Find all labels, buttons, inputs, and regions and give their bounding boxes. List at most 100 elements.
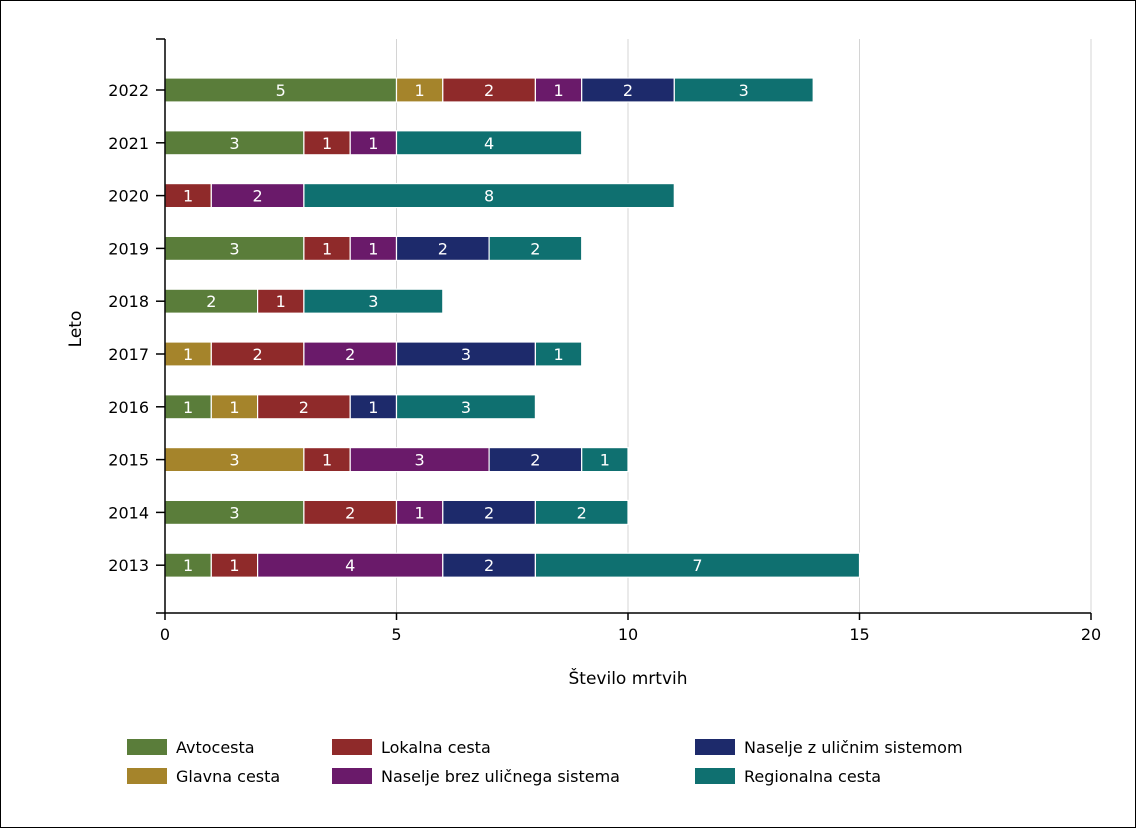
bar-segment: [210, 552, 259, 578]
bar-segment: [210, 183, 305, 209]
bar-segment: [303, 183, 675, 209]
y-tick-label: 2015: [108, 451, 149, 470]
legend: Avtocesta Lokalna cesta Naselje z uličnim …: [127, 738, 963, 786]
bar-value-label: 2: [530, 451, 540, 470]
bar-value-label: 2: [530, 239, 540, 258]
bar-value-label: 3: [461, 398, 471, 417]
bar-segment: [210, 394, 259, 420]
legend-label: Avtocesta: [176, 738, 255, 757]
bar-segment: [395, 394, 536, 420]
bar-value-label: 1: [183, 398, 193, 417]
bar-segment: [349, 394, 398, 420]
bar-segment: [303, 341, 398, 367]
bar-segment: [673, 77, 814, 103]
legend-label: Naselje z uličnim sistemom: [744, 738, 963, 757]
legend-label: Regionalna cesta: [744, 767, 881, 786]
gridlines: [396, 39, 1092, 613]
bar-value-label: 1: [553, 345, 563, 364]
bar-value-label: 2: [438, 239, 448, 258]
bar-value-label: 3: [229, 451, 239, 470]
bar-value-label: 8: [484, 187, 494, 206]
bar-segment: [442, 77, 536, 103]
bar-segment: [488, 447, 583, 473]
bar-value-label: 7: [692, 556, 702, 575]
bar-value-label: 3: [461, 345, 471, 364]
bar-segment: [395, 499, 444, 525]
axes: 0 5 10 15 2020222021202020192018201720162015…: [108, 38, 1101, 644]
y-tick-label: 2021: [108, 134, 149, 153]
bar-value-label: 1: [322, 451, 332, 470]
bar-segment: [164, 552, 212, 578]
legend-swatch: [127, 739, 167, 755]
x-tick-label: 5: [391, 625, 401, 644]
bar-value-label: 1: [415, 81, 425, 100]
bar-segment: [257, 394, 351, 420]
legend-label: Lokalna cesta: [381, 738, 491, 757]
bar-segment: [581, 447, 629, 473]
bar-segment: [395, 77, 444, 103]
bar-segment: [395, 130, 583, 156]
bar-value-label: 2: [253, 187, 263, 206]
y-tick-label: 2019: [108, 239, 149, 258]
bar-value-label: 2: [484, 503, 494, 522]
legend-swatch: [332, 739, 372, 755]
bar-value-label: 1: [553, 81, 563, 100]
legend-swatch: [695, 739, 735, 755]
bar-segment: [534, 552, 861, 578]
bar-segment: [164, 288, 259, 314]
bar-value-label: 1: [276, 292, 286, 311]
bar-value-label: 1: [229, 556, 239, 575]
legend-label: Naselje brez uličnega sistema: [381, 767, 620, 786]
bar-segment: [488, 235, 583, 261]
bar-value-label: 2: [484, 556, 494, 575]
bar-value-label: 4: [345, 556, 355, 575]
bar-value-label: 1: [229, 398, 239, 417]
y-tick-label: 2014: [108, 503, 149, 522]
bar-value-label: 1: [322, 134, 332, 153]
x-tick-label: 20: [1081, 625, 1101, 644]
bar-value-label: 1: [183, 556, 193, 575]
bar-value-label: 1: [415, 503, 425, 522]
bar-value-label: 5: [276, 81, 286, 100]
bar-value-label: 2: [345, 503, 355, 522]
y-tick-label: 2013: [108, 556, 149, 575]
x-tick-label: 15: [849, 625, 869, 644]
y-tick-label: 2016: [108, 398, 149, 417]
y-axis-title: Leto: [66, 311, 86, 348]
bar-value-label: 1: [600, 451, 610, 470]
y-tick-label: 2017: [108, 345, 149, 364]
bar-value-label: 2: [206, 292, 216, 311]
bar-value-label: 1: [322, 239, 332, 258]
bar-value-label: 3: [739, 81, 749, 100]
x-tick-label: 10: [618, 625, 638, 644]
bar-value-label: 2: [484, 81, 494, 100]
bar-value-label: 1: [183, 187, 193, 206]
bar-segment: [442, 552, 536, 578]
bar-value-label: 2: [577, 503, 587, 522]
bar-segment: [164, 77, 398, 103]
legend-swatch: [695, 768, 735, 784]
x-tick-label: 0: [160, 625, 170, 644]
bar-value-label: 4: [484, 134, 494, 153]
bar-segment: [534, 77, 583, 103]
bar-value-label: 2: [345, 345, 355, 364]
bar-value-label: 3: [229, 503, 239, 522]
bar-value-label: 1: [368, 239, 378, 258]
bar-value-label: 3: [229, 134, 239, 153]
bars: 5 1 2 1 2 3 3 1 1 4 1 2 8 3 1 1 2 2 2 1 3 1 2 2 3 1 1 1 2 1 3 3 1 3 2 1 3 2 1 2…: [164, 77, 861, 578]
y-tick-label: 2018: [108, 292, 149, 311]
bar-segment: [303, 499, 398, 525]
legend-swatch: [127, 768, 167, 784]
bar-segment: [534, 341, 583, 367]
bar-value-label: 3: [415, 451, 425, 470]
bar-segment: [164, 394, 212, 420]
bar-value-label: 1: [183, 345, 193, 364]
bar-value-label: 2: [623, 81, 633, 100]
legend-swatch: [332, 768, 372, 784]
bar-segment: [395, 341, 536, 367]
x-axis-title: Število mrtvih: [569, 667, 688, 689]
bar-segment: [303, 288, 444, 314]
bar-segment: [257, 552, 444, 578]
